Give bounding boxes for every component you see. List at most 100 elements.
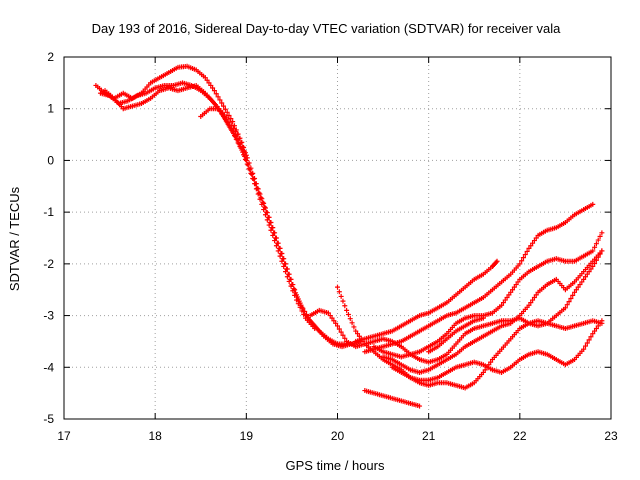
data-point <box>599 248 605 254</box>
data-point <box>222 106 228 112</box>
data-point <box>582 274 588 280</box>
data-point <box>249 171 255 177</box>
data-point <box>243 157 249 163</box>
data-point <box>280 256 286 262</box>
data-point <box>593 326 599 331</box>
data-point <box>211 101 217 107</box>
series-arc-9 <box>371 230 605 360</box>
x-tick-label: 22 <box>513 429 527 443</box>
data-point <box>595 323 601 329</box>
data-point <box>513 282 519 288</box>
data-point <box>210 85 216 91</box>
data-point <box>296 298 302 304</box>
data-point <box>232 128 238 134</box>
data-point <box>530 297 536 303</box>
data-point <box>581 346 587 352</box>
data-point <box>219 100 225 106</box>
data-point <box>208 82 214 88</box>
data-point <box>355 331 361 337</box>
series-arc-7 <box>353 258 500 344</box>
data-point <box>247 167 253 173</box>
data-point <box>267 219 273 225</box>
data-point <box>213 103 219 109</box>
data-point <box>293 297 299 303</box>
data-point <box>221 103 227 109</box>
data-point <box>572 289 578 295</box>
data-point <box>226 112 232 118</box>
data-point <box>256 190 262 196</box>
data-point <box>271 230 277 236</box>
data-point <box>206 80 212 86</box>
x-tick-label: 19 <box>240 429 254 443</box>
series-arc-3 <box>102 82 318 331</box>
series-arc-2 <box>97 80 350 347</box>
data-point <box>510 287 516 293</box>
data-point <box>564 302 570 308</box>
data-point <box>213 91 219 97</box>
data-point <box>276 245 282 251</box>
data-point <box>234 132 240 138</box>
data-point <box>336 289 342 295</box>
data-point <box>502 297 508 303</box>
data-point <box>242 148 248 154</box>
data-point <box>575 284 581 290</box>
data-point <box>517 261 523 267</box>
data-point <box>297 304 303 310</box>
data-point <box>347 316 353 322</box>
data-point <box>568 296 574 302</box>
data-point <box>238 140 244 146</box>
data-point <box>531 238 537 244</box>
data-point <box>335 323 340 329</box>
data-point <box>488 359 494 365</box>
data-point <box>528 243 534 249</box>
data-series <box>93 63 605 409</box>
series-arc-8 <box>362 201 596 355</box>
data-point <box>342 335 348 341</box>
data-point <box>595 237 601 243</box>
data-point <box>494 258 500 264</box>
data-point <box>211 88 217 94</box>
data-point <box>499 302 505 308</box>
data-point <box>243 152 249 158</box>
data-point <box>528 300 534 306</box>
data-point <box>584 340 590 346</box>
data-point <box>248 170 254 176</box>
y-tick-label: -2 <box>43 257 54 271</box>
data-point <box>349 320 355 326</box>
data-point <box>417 403 423 409</box>
series-arc-11 <box>389 318 605 383</box>
data-point <box>312 326 318 331</box>
y-tick-label: -4 <box>43 360 54 374</box>
data-point <box>526 302 532 308</box>
data-point <box>281 263 287 269</box>
series-arc-6 <box>335 284 605 391</box>
data-point <box>217 97 223 103</box>
data-point <box>524 248 530 254</box>
data-point <box>227 119 233 125</box>
data-point <box>278 251 284 257</box>
data-point <box>588 334 594 340</box>
axis-ticks: 17 18 19 20 21 22 23 -5 -4 -3 -2 -1 0 1 2 <box>43 50 618 443</box>
data-point <box>533 292 539 298</box>
y-tick-label: 0 <box>47 153 54 167</box>
data-point <box>511 284 517 290</box>
data-point <box>283 266 289 272</box>
data-point <box>520 255 526 261</box>
x-axis-title: GPS time / hours <box>286 458 385 473</box>
data-point <box>293 290 299 296</box>
data-point <box>266 222 272 228</box>
data-point <box>515 279 521 285</box>
data-point <box>224 109 230 115</box>
data-point <box>204 77 210 83</box>
data-point <box>593 241 599 247</box>
data-point <box>219 111 225 117</box>
data-point <box>265 214 271 220</box>
y-tick-label: -5 <box>43 412 54 426</box>
data-point <box>259 201 265 207</box>
series-arc-5 <box>307 248 605 365</box>
data-point <box>225 116 231 122</box>
data-point <box>592 244 598 250</box>
x-tick-label: 21 <box>422 429 436 443</box>
data-point <box>285 271 291 277</box>
